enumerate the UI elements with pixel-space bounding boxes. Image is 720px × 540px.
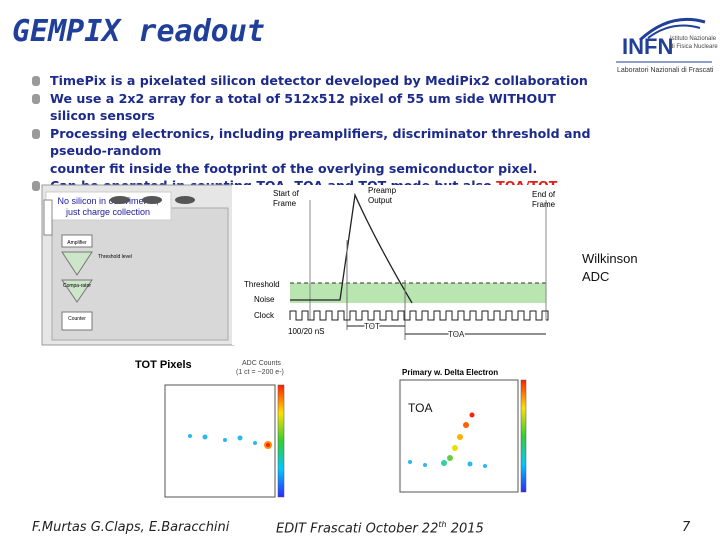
- footer-sup: th: [438, 520, 447, 529]
- side-label: Wilkinson ADC: [582, 251, 638, 284]
- plot-left: TOT Pixels ADC Counts (1 ct = ~200 e-): [135, 359, 285, 498]
- slide-title: GEMPIX readout: [12, 14, 265, 49]
- timing-label: TOT: [364, 322, 380, 331]
- timing-label: Preamp Output: [368, 186, 397, 205]
- timing-label: Start of Frame: [273, 189, 300, 208]
- diagram-label: Amplifier: [67, 240, 87, 246]
- plot-label: TOA: [408, 401, 432, 415]
- plot-label: (1 ct = ~200 e-): [236, 369, 284, 376]
- timing-label: Threshold: [244, 280, 280, 289]
- page-number: 7: [682, 520, 691, 535]
- bullet-continuation: counter fit inside the footprint of the …: [50, 160, 538, 176]
- plot-title: TOT Pixels: [135, 359, 192, 371]
- logo-line: Istituto Nazionale: [670, 36, 717, 42]
- plot-title: Primary w. Delta Electron: [402, 368, 498, 377]
- diagram-label: Threshold level: [98, 254, 132, 260]
- logo-line: Laboratori Nazionali di Frascati: [617, 67, 714, 74]
- bullet: TimePix is a pixelated silicon detector …: [30, 72, 600, 90]
- timing-label: Noise: [254, 295, 275, 304]
- footer-text: EDIT Frascati October 22: [276, 521, 439, 537]
- timing-label: Clock: [254, 311, 275, 320]
- diagram-label: Counter: [68, 316, 86, 322]
- timing-label: 100/20 nS: [288, 327, 324, 336]
- plot-right: Primary w. Delta Electron TOA: [399, 368, 527, 493]
- logo: INFN Istituto Nazionale di Fisica Nuclea…: [616, 17, 718, 74]
- footer-event: EDIT Frascati October 22th 2015: [276, 520, 484, 536]
- footer-authors: F.Murtas G.Claps, E.Baracchini: [32, 520, 230, 535]
- bullet: Processing electronics, including preamp…: [30, 125, 600, 160]
- bullet: We use a 2x2 array for a total of 512x51…: [30, 90, 600, 125]
- pixel-diagram: No silicon in our TimePix, just charge co…: [41, 184, 235, 346]
- timing-label: End of Frame: [532, 190, 556, 209]
- diagram-note: No silicon in our TimePix, just charge co…: [57, 196, 158, 217]
- plot-label: ADC Counts: [242, 360, 281, 367]
- logo-text: INFN: [622, 34, 673, 59]
- timing-diagram: Start of Frame Preamp Output End of Frame T…: [232, 185, 576, 345]
- timing-label: TOA: [448, 330, 465, 339]
- bullet-list: TimePix is a pixelated silicon detector …: [30, 72, 600, 212]
- logo-line: di Fisica Nucleare: [670, 44, 718, 50]
- footer-text: 2015: [446, 521, 484, 537]
- diagram-label: Compa-rator: [63, 283, 91, 289]
